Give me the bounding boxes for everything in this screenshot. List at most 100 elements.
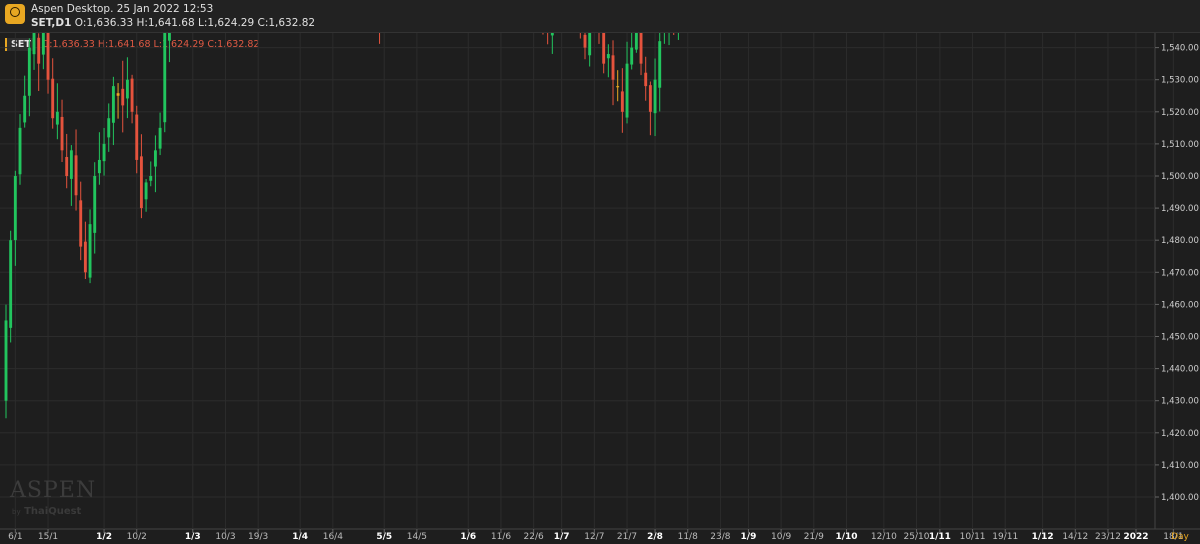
price-tick-label: 1,520.00 (1161, 108, 1199, 118)
candle-body (74, 155, 78, 196)
time-tick-label: 10/11 (960, 532, 986, 542)
window-title: Aspen Desktop. 25 Jan 2022 12:53 (31, 3, 214, 15)
candle-body (116, 93, 120, 96)
candle-body (163, 33, 167, 123)
chart-grid (0, 33, 1200, 530)
time-tick-label: 11/6 (491, 532, 511, 542)
aspen-logo (5, 4, 25, 24)
price-tick-label: 1,440.00 (1161, 365, 1199, 375)
candle-body (125, 79, 129, 99)
time-tick-label: 21/7 (617, 532, 637, 542)
time-tick-label: 19/3 (248, 532, 268, 542)
watermark-brand-name: ThaiQuest (24, 506, 82, 517)
time-tick-label: 21/9 (804, 532, 824, 542)
price-tick-label: 1,400.00 (1161, 493, 1199, 503)
candle-body (65, 156, 69, 176)
price-tick-label: 1,510.00 (1161, 140, 1199, 150)
candle-body (135, 114, 139, 160)
candle-body (60, 116, 64, 151)
price-tick-label: 1,480.00 (1161, 236, 1199, 246)
watermark-brand: by ThaiQuest (12, 506, 81, 517)
candle-body (630, 47, 634, 65)
candle-body (616, 86, 620, 88)
candle-body (583, 34, 587, 48)
candle-body (46, 33, 50, 80)
candle-body (27, 47, 31, 96)
time-tick-label: 16/4 (323, 532, 343, 542)
time-tick-label: 1/4 (292, 532, 308, 542)
candle-body (93, 176, 97, 233)
candle-body (18, 127, 22, 175)
time-tick-label: 14/12 (1062, 532, 1088, 542)
candle-body (88, 224, 92, 278)
time-tick-label: 18/1 (1163, 532, 1183, 542)
candle-body (550, 33, 554, 36)
candle-body (139, 156, 143, 209)
symbol-summary: SET,D1 O:1,636.33 H:1,641.68 L:1,624.29 … (31, 17, 315, 29)
time-tick-label: 12/10 (871, 532, 897, 542)
time-tick-label: 6/1 (8, 532, 22, 542)
time-tick-label: 1/11 (929, 532, 951, 542)
candle-body (611, 55, 615, 80)
watermark-logo: ASPEN (10, 478, 97, 503)
candle-body (97, 159, 101, 174)
candle-body (83, 241, 87, 273)
candle-body (9, 240, 13, 328)
time-tick-label: 19/11 (992, 532, 1018, 542)
candle-body (121, 88, 125, 106)
time-tick-label: 2/8 (647, 532, 663, 542)
watermark-by: by (12, 508, 21, 516)
logo-ring-icon (10, 7, 20, 17)
candlestick-series (4, 33, 679, 419)
time-tick-label: 14/5 (407, 532, 427, 542)
time-tick-label: 5/5 (376, 532, 392, 542)
time-tick-label: 11/8 (678, 532, 698, 542)
candle-body (37, 37, 41, 64)
time-tick-label: 1/6 (460, 532, 476, 542)
candle-body (102, 143, 106, 162)
candle-body (653, 79, 657, 114)
price-tick-label: 1,410.00 (1161, 461, 1199, 471)
price-tick-label: 1,490.00 (1161, 204, 1199, 214)
time-tick-label: 1/12 (1032, 532, 1054, 542)
price-tick-label: 1,500.00 (1161, 172, 1199, 182)
candle-body (644, 72, 648, 87)
time-tick-label: 23/12 (1095, 532, 1121, 542)
candle-body (620, 91, 624, 112)
time-axis-unit: Day (1171, 532, 1189, 542)
candle-body (32, 33, 36, 55)
time-tick-label: 15/1 (38, 532, 58, 542)
time-tick-label: 23/8 (710, 532, 730, 542)
time-tick-label: 2022 (1123, 532, 1148, 542)
candle-body (55, 111, 59, 125)
candle-body (23, 95, 27, 123)
time-tick-label: 1/9 (741, 532, 757, 542)
time-tick-label: 10/9 (771, 532, 791, 542)
candle-body (4, 320, 8, 401)
candle-body (648, 85, 652, 112)
candle-body (41, 33, 45, 55)
symbol-ohlc: O:1,636.33 H:1,641.68 L:1,624.29 C:1,632… (74, 17, 316, 29)
candle-body (144, 182, 148, 200)
price-chart[interactable]: 1,400.00 1,410.00 1,420.00 1,430.00 1,440.00… (0, 33, 1200, 544)
time-tick-label: 12/7 (584, 532, 604, 542)
candle-body (158, 127, 162, 149)
candle-body (602, 33, 606, 64)
time-tick-label: 25/10 (904, 532, 930, 542)
time-tick-label: 1/2 (96, 532, 112, 542)
candle-body (149, 176, 153, 181)
price-tick-label: 1,460.00 (1161, 300, 1199, 310)
price-tick-label: 1,540.00 (1161, 44, 1199, 54)
candle-body (167, 33, 171, 41)
time-tick-label: 10/3 (215, 532, 235, 542)
time-tick-label: 1/3 (185, 532, 201, 542)
candle-body (69, 150, 73, 179)
price-tick-label: 1,530.00 (1161, 76, 1199, 86)
time-tick-label: 1/10 (835, 532, 857, 542)
candle-body (130, 78, 134, 112)
candle-body (639, 33, 643, 64)
candle-body (606, 54, 610, 59)
candle-body (13, 176, 17, 241)
legend-ohlc: O:1,636.33 H:1,641.68 L:1,624.29 C:1,632… (42, 39, 260, 50)
price-tick-label: 1,420.00 (1161, 429, 1199, 439)
